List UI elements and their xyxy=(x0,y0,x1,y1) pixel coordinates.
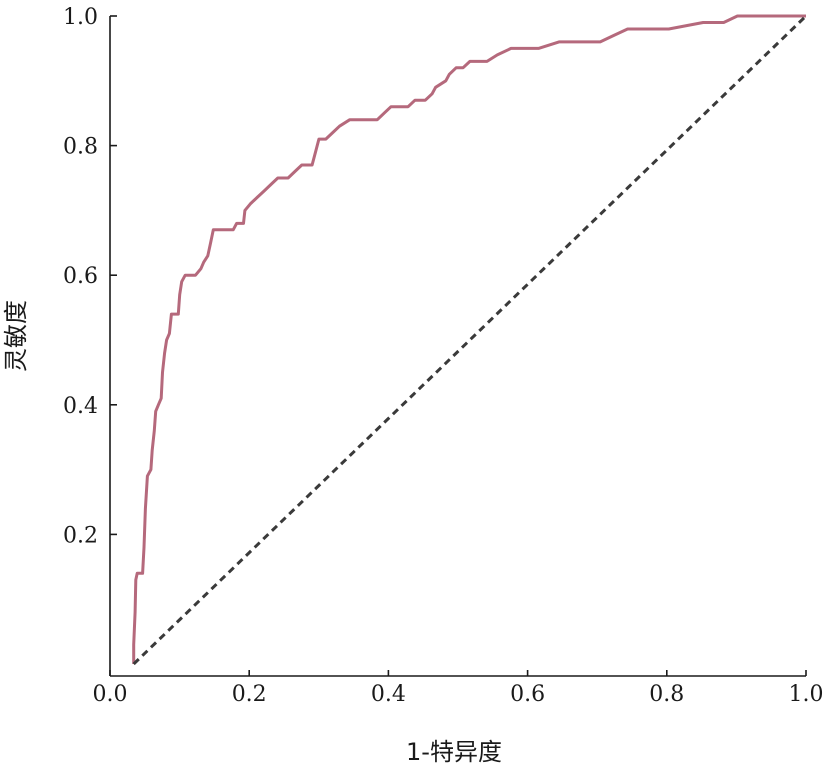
y-axis-title: 灵敏度 xyxy=(2,300,30,372)
y-tick-label: 1.0 xyxy=(63,5,98,30)
x-tick-label: 0.2 xyxy=(232,682,267,707)
y-tick-label: 0.8 xyxy=(63,135,98,160)
x-tick-label: 0.0 xyxy=(93,682,128,707)
x-axis-title: 1-特异度 xyxy=(406,738,502,766)
x-tick-label: 0.6 xyxy=(510,682,545,707)
y-ticks: 0.2 0.4 0.6 0.8 1.0 xyxy=(63,5,117,548)
axes xyxy=(109,16,806,677)
x-tick-label: 0.4 xyxy=(371,682,406,707)
x-ticks: 0.0 0.2 0.4 0.6 0.8 1.0 xyxy=(93,670,823,707)
plot-area xyxy=(132,14,808,666)
y-tick-label: 0.6 xyxy=(63,264,98,289)
x-tick-label: 1.0 xyxy=(789,682,823,707)
y-tick-label: 0.4 xyxy=(63,394,98,419)
y-tick-label: 0.2 xyxy=(63,523,98,548)
x-tick-label: 0.8 xyxy=(649,682,684,707)
reference-diagonal-line xyxy=(132,14,808,666)
roc-curve-line xyxy=(132,14,806,664)
